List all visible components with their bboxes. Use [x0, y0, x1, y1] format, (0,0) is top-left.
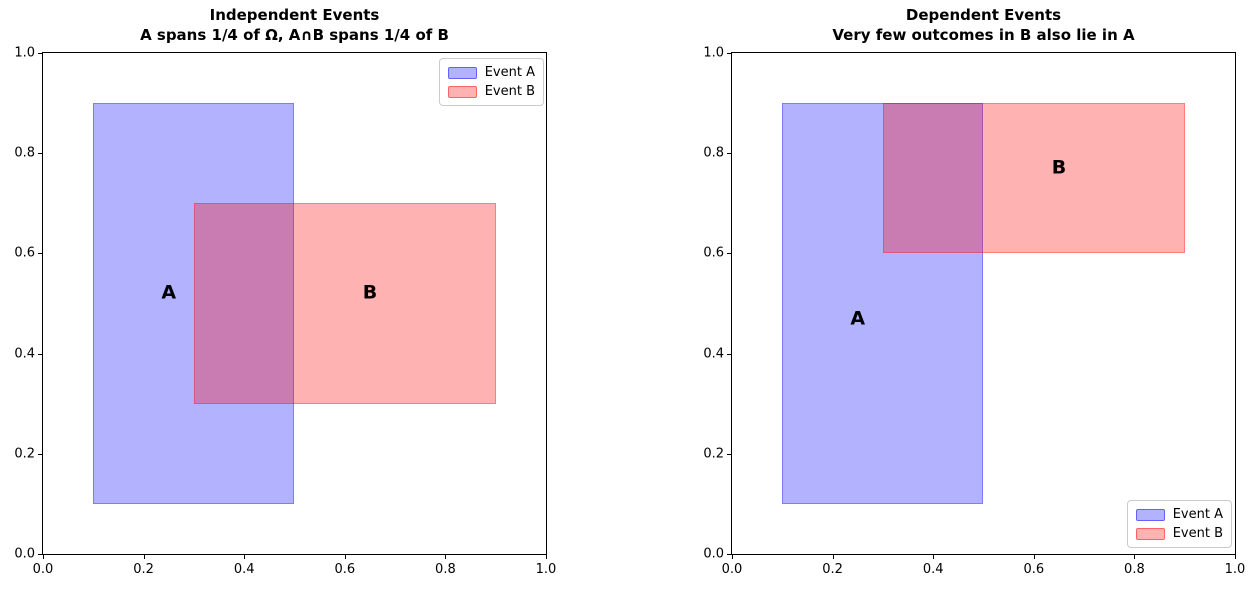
event-a-rect — [782, 103, 984, 504]
x-tick — [1235, 555, 1236, 559]
x-tick-label: 0.6 — [334, 562, 356, 577]
event-a-rect — [93, 103, 295, 504]
x-tick — [43, 555, 44, 559]
x-tick — [1134, 555, 1136, 559]
x-tick-label: 0.8 — [1124, 562, 1145, 577]
y-tick-label: 0.4 — [14, 346, 35, 362]
subplot-title-dependent: Dependent Events Very few outcomes in B … — [731, 5, 1236, 45]
x-tick — [546, 555, 547, 559]
subtitle-line: Very few outcomes in B also lie in A — [832, 26, 1135, 44]
x-tick-label: 1.0 — [1224, 562, 1246, 577]
event-b-label: B — [362, 281, 378, 304]
subtitle-line: A spans 1/4 of Ω, A∩B spans 1/4 of B — [140, 26, 449, 44]
event-a-label: A — [850, 307, 866, 330]
event-a-swatch-icon — [1135, 508, 1165, 521]
y-tick — [38, 253, 42, 255]
legend: Event A Event B — [1126, 500, 1232, 548]
x-tick — [832, 555, 834, 559]
y-tick — [38, 453, 42, 455]
x-tick-label: 0.4 — [233, 562, 255, 577]
x-tick — [933, 555, 935, 559]
subplot-independent-events: Independent Events A spans 1/4 of Ω, A∩B… — [14, 0, 556, 590]
y-tick-label: 1.0 — [14, 45, 35, 61]
x-tick-label: 0.8 — [435, 562, 456, 577]
y-tick-label: 0.6 — [14, 245, 35, 261]
x-tick — [732, 555, 733, 559]
legend: Event A Event B — [438, 58, 544, 106]
y-tick — [727, 153, 731, 155]
y-tick-label: 0.2 — [14, 446, 35, 462]
legend-entry-event-a: Event A — [447, 63, 535, 82]
x-tick — [344, 555, 346, 559]
y-tick-label: 0.0 — [703, 546, 724, 562]
x-tick-label: 1.0 — [535, 562, 557, 577]
event-a-label: A — [161, 281, 177, 304]
legend-label-event-a: Event A — [1172, 507, 1223, 522]
x-tick-label: 0.6 — [1023, 562, 1045, 577]
x-tick — [143, 555, 145, 559]
x-tick-label: 0.4 — [922, 562, 944, 577]
y-tick-label: 0.6 — [703, 245, 724, 261]
y-tick-label: 0.2 — [703, 446, 724, 462]
y-tick-label: 0.4 — [703, 346, 724, 362]
legend-label-event-b: Event B — [1172, 526, 1223, 541]
y-tick — [727, 554, 731, 555]
legend-entry-event-b: Event B — [447, 82, 535, 101]
y-tick — [727, 53, 731, 54]
y-tick — [727, 453, 731, 455]
title-line: Dependent Events — [905, 6, 1062, 24]
event-b-label: B — [1051, 156, 1067, 179]
x-tick — [1033, 555, 1035, 559]
subplot-dependent-events: Dependent Events Very few outcomes in B … — [703, 0, 1245, 590]
x-tick — [244, 555, 246, 559]
legend-label-event-a: Event A — [484, 65, 535, 80]
legend-entry-event-a: Event A — [1135, 505, 1223, 524]
y-tick-label: 0.0 — [14, 546, 35, 562]
y-tick-label: 1.0 — [703, 45, 724, 61]
x-tick-label: 0.2 — [822, 562, 843, 577]
y-tick — [727, 353, 731, 355]
y-tick — [38, 153, 42, 155]
x-tick-label: 0.0 — [721, 562, 743, 577]
y-tick-label: 0.8 — [14, 145, 35, 161]
x-tick — [445, 555, 447, 559]
x-tick-label: 0.0 — [32, 562, 54, 577]
subplot-title-independent: Independent Events A spans 1/4 of Ω, A∩B… — [42, 5, 547, 45]
y-tick-label: 0.8 — [703, 145, 724, 161]
event-b-rect — [193, 203, 496, 404]
y-tick — [38, 53, 42, 54]
event-b-rect — [882, 103, 1185, 254]
y-tick — [38, 353, 42, 355]
event-b-swatch-icon — [1135, 527, 1165, 540]
title-line: Independent Events — [209, 6, 380, 24]
y-tick — [38, 554, 42, 555]
event-a-swatch-icon — [447, 66, 477, 79]
y-tick — [727, 253, 731, 255]
event-b-swatch-icon — [447, 85, 477, 98]
legend-label-event-b: Event B — [484, 84, 535, 99]
legend-entry-event-b: Event B — [1135, 524, 1223, 543]
x-tick-label: 0.2 — [133, 562, 154, 577]
